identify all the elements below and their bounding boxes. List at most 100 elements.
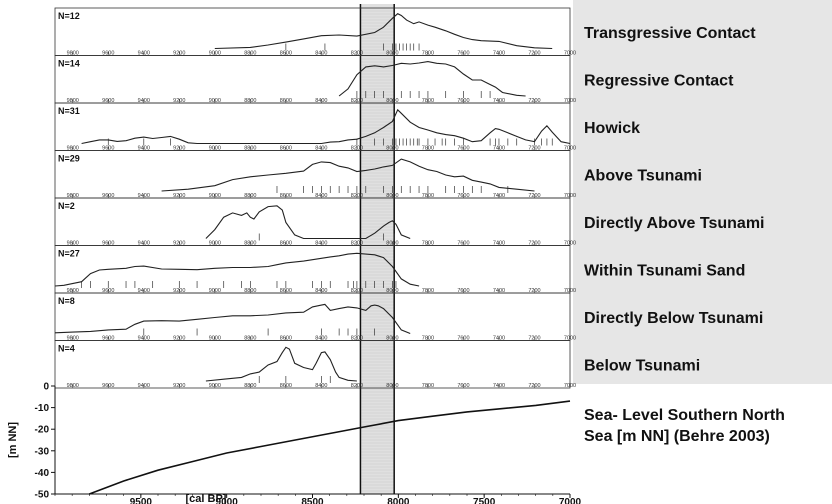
panel-tick-label: 7800	[422, 336, 434, 342]
panel-tick-label: 7400	[493, 98, 505, 104]
panel-n-label: N=2	[58, 201, 75, 211]
y-tick-label: -10	[35, 403, 50, 414]
panel-tick-label: 9200	[173, 51, 185, 57]
panel-tick-label: 8600	[280, 288, 292, 294]
panel-tick-label: 7000	[564, 193, 576, 199]
row-label: Directly Below Tsunami	[584, 310, 763, 327]
panel-tick-label: 9200	[173, 241, 185, 247]
row-label: Above Tsunami	[584, 167, 702, 184]
highlight-band	[360, 4, 395, 494]
panel-tick-label: 8000	[386, 51, 398, 57]
panel-tick-label: 8400	[315, 383, 327, 389]
row-labels: Transgressive Contact Regressive Contact H…	[584, 25, 765, 375]
panel-tick-label: 7000	[564, 146, 576, 152]
panel-n-label: N=27	[58, 249, 80, 259]
panel-tick-label: 7200	[528, 336, 540, 342]
panel-tick-label: 8600	[280, 193, 292, 199]
panel-tick-label: 9600	[102, 336, 114, 342]
density-curve	[338, 61, 526, 97]
panel-tick-label: 7800	[422, 51, 434, 57]
panel-tick-label: 9600	[102, 51, 114, 57]
panel-tick-label: 7200	[528, 193, 540, 199]
panel-tick-label: 7600	[457, 98, 469, 104]
panel-tick-label: 7000	[564, 98, 576, 104]
panel-n-label: N=8	[58, 296, 75, 306]
panel-tick-label: 9400	[138, 383, 150, 389]
panel-tick-label: 8800	[244, 98, 256, 104]
panel-n-label: N=14	[58, 59, 80, 69]
panel-tick-label: 7000	[564, 336, 576, 342]
density-panel: 9800 9600 9400 9200 9000 8800 8600 8400 8200 8000…	[54, 7, 576, 57]
panel-tick-label: 8400	[315, 146, 327, 152]
panel-tick-label: 9000	[209, 193, 221, 199]
panel-tick-label: 8200	[351, 98, 363, 104]
row-label: Regressive Contact	[584, 72, 734, 89]
x-tick-label: 8000	[387, 497, 410, 504]
panel-tick-label: 9000	[209, 51, 221, 57]
panel-tick-label: 7800	[422, 241, 434, 247]
x-tick-label: 9000	[216, 497, 239, 504]
panel-tick-label: 8600	[280, 383, 292, 389]
panel-tick-label: 8200	[351, 146, 363, 152]
panel-tick-label: 7600	[457, 146, 469, 152]
panel-tick-label: 8600	[280, 336, 292, 342]
row-label: Howick	[584, 120, 640, 137]
row-label: Transgressive Contact	[584, 25, 756, 42]
panel-tick-label: 9600	[102, 241, 114, 247]
panel-tick-label: 7800	[422, 193, 434, 199]
panel-tick-label: 8200	[351, 193, 363, 199]
panel-tick-label: 7000	[564, 241, 576, 247]
density-curve	[214, 13, 553, 50]
panel-tick-label: 7800	[422, 383, 434, 389]
panel-tick-label: 9800	[67, 146, 79, 152]
panel-tick-label: 9800	[67, 336, 79, 342]
panel-tick-label: 7000	[564, 288, 576, 294]
panel-tick-label: 9400	[138, 51, 150, 57]
panel-tick-label: 7600	[457, 383, 469, 389]
panel-tick-label: 9400	[138, 193, 150, 199]
panel-frame	[54, 340, 571, 389]
panel-tick-label: 7400	[493, 288, 505, 294]
panel-tick-label: 8800	[244, 51, 256, 57]
panel-tick-label: 7600	[457, 288, 469, 294]
panel-tick-label: 8400	[315, 51, 327, 57]
panel-tick-label: 7400	[493, 146, 505, 152]
panel-tick-label: 9800	[67, 241, 79, 247]
panel-frame	[54, 292, 571, 341]
density-curve	[161, 158, 535, 192]
panel-tick-label: 7000	[564, 51, 576, 57]
panel-tick-label: 7200	[528, 146, 540, 152]
panel-tick-label: 9200	[173, 146, 185, 152]
density-panel: 9800 9600 9400 9200 9000 8800 8600 8400 8200 8000…	[54, 150, 576, 199]
panel-tick-label: 9200	[173, 383, 185, 389]
x-tick-label: 7000	[559, 497, 582, 504]
panel-tick-label: 8400	[315, 241, 327, 247]
panel-tick-label: 8000	[386, 288, 398, 294]
panel-tick-label: 8000	[386, 193, 398, 199]
panel-tick-label: 8200	[351, 288, 363, 294]
y-axis-label: [m NN]	[7, 422, 19, 458]
density-panels: 9800 9600 9400 9200 9000 8800 8600 8400 8200 8000…	[54, 7, 576, 389]
x-tick-label: 9500	[130, 497, 153, 504]
panel-tick-label: 9400	[138, 288, 150, 294]
y-tick-label: -30	[35, 446, 50, 457]
density-panel: 9800 9600 9400 9200 9000 8800 8600 8400 8200 8000…	[54, 292, 576, 342]
x-axis-label: [cal BP]	[186, 493, 227, 504]
sea-level-label-line1: Sea- Level Southern North	[584, 407, 785, 424]
y-tick-label: -50	[35, 490, 50, 501]
panel-tick-label: 9200	[173, 98, 185, 104]
panel-frame	[54, 55, 571, 104]
density-panel: 9800 9600 9400 9200 9000 8800 8600 8400 8200 8000…	[54, 197, 576, 247]
panel-tick-label: 9000	[209, 98, 221, 104]
panel-tick-label: 7200	[528, 288, 540, 294]
panel-n-label: N=29	[58, 154, 80, 164]
panel-tick-label: 8200	[351, 51, 363, 57]
panel-tick-label: 9400	[138, 146, 150, 152]
panel-tick-label: 8600	[280, 51, 292, 57]
panel-frame	[54, 7, 571, 56]
sea-level-curve	[89, 400, 571, 495]
panel-tick-label: 9200	[173, 193, 185, 199]
y-tick-label: -40	[35, 468, 50, 479]
panel-tick-label: 9800	[67, 51, 79, 57]
